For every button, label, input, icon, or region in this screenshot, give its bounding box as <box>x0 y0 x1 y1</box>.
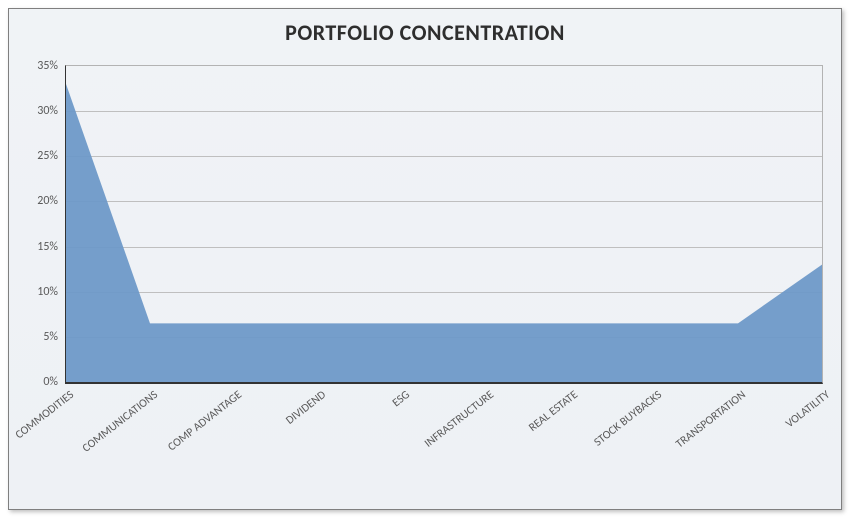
x-tick-label: COMP ADVANTAGE <box>162 382 247 454</box>
x-tick-label: REAL ESTATE <box>523 382 583 435</box>
y-tick-label: 30% <box>37 104 58 118</box>
y-tick-label: 10% <box>37 285 58 299</box>
x-tick-label: ESG <box>386 382 414 410</box>
area-series <box>66 66 822 382</box>
y-tick-label: 5% <box>43 330 58 344</box>
y-tick-label: 25% <box>37 149 58 163</box>
chart-frame: PORTFOLIO CONCENTRATION 0%5%10%15%20%25%… <box>8 8 842 510</box>
x-tick-label: INFRASTRUCTURE <box>418 382 498 451</box>
x-tick-label: VOLATILITY <box>779 382 834 431</box>
x-tick-label: COMMODITIES <box>9 382 78 442</box>
x-tick-label: STOCK BUYBACKS <box>588 382 667 450</box>
y-tick-label: 15% <box>37 240 58 254</box>
y-tick-label: 20% <box>37 194 58 208</box>
plot-area: 0%5%10%15%20%25%30%35% COMMODITIESCOMMUN… <box>65 65 823 384</box>
x-tick-label: TRANSPORTATION <box>670 382 751 451</box>
y-tick-label: 0% <box>43 375 58 389</box>
x-tick-label: COMMUNICATIONS <box>76 382 162 455</box>
y-tick-label: 35% <box>37 59 58 73</box>
x-tick-label: DIVIDEND <box>280 382 331 428</box>
chart-title: PORTFOLIO CONCENTRATION <box>9 19 841 46</box>
